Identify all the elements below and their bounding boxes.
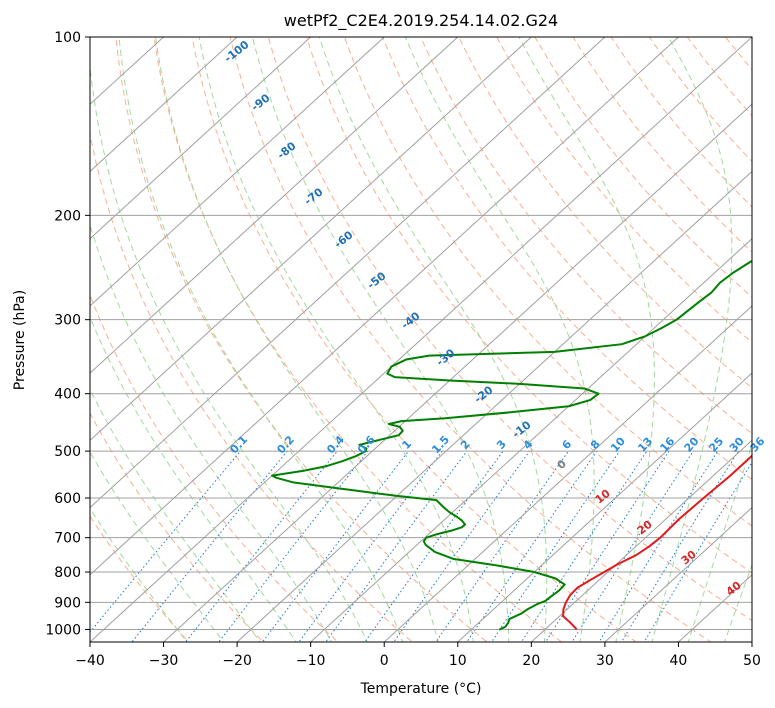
moist-adiabat-line bbox=[518, 37, 655, 642]
dry-adiabat-line bbox=[496, 37, 752, 344]
x-tick-label: 20 bbox=[522, 653, 540, 669]
moist-adiabat-line bbox=[757, 0, 775, 654]
isotherm-line bbox=[90, 37, 752, 642]
isotherm-line bbox=[90, 37, 679, 576]
moist-adiabat-line bbox=[687, 442, 752, 642]
dry-adiabat-line bbox=[90, 293, 339, 642]
temperature-profile-line bbox=[562, 454, 752, 631]
isotherm-line bbox=[90, 37, 238, 173]
y-tick-label: 200 bbox=[54, 208, 81, 224]
moist-adiabat-line bbox=[155, 37, 439, 642]
isotherm-line bbox=[751, 641, 752, 642]
plot-frame bbox=[89, 36, 753, 643]
axis-ticks: −40 −30 −20 −10 0 10 20 30 40 50 1000 900 800 700 600 5… bbox=[45, 30, 761, 669]
isotherm-line bbox=[90, 37, 312, 240]
isotherm-line bbox=[457, 372, 752, 642]
dry-adiabat-line bbox=[267, 37, 752, 622]
x-tick-label: −10 bbox=[296, 653, 326, 669]
dry-adiabat-line bbox=[153, 37, 563, 642]
x-tick-label: 40 bbox=[670, 653, 688, 669]
x-tick-label: −40 bbox=[75, 653, 105, 669]
x-tick-label: −20 bbox=[222, 653, 252, 669]
x-tick-label: 50 bbox=[743, 653, 761, 669]
dry-adiabat-line bbox=[458, 37, 752, 389]
y-tick-label: 300 bbox=[54, 313, 81, 329]
dry-adiabat-line bbox=[305, 37, 752, 574]
moist-adiabat-line bbox=[318, 37, 548, 642]
isotherm-line bbox=[90, 37, 532, 442]
x-axis-label: Temperature (°C) bbox=[360, 681, 482, 697]
isotherm-line bbox=[236, 170, 752, 642]
moist-adiabat-line bbox=[118, 37, 404, 642]
moist-adiabat-line bbox=[651, 37, 733, 642]
chart-title: wetPf2_C2E4.2019.254.14.02.G24 bbox=[284, 11, 558, 31]
isotherm-line bbox=[90, 37, 606, 509]
dry-adiabat-line bbox=[229, 37, 712, 642]
isotherm-line bbox=[530, 439, 752, 642]
moist-adiabat-line bbox=[90, 451, 225, 642]
dewpoint-profile-line bbox=[271, 259, 752, 631]
dry-adiabat-line bbox=[191, 37, 638, 642]
dry-adiabat-line bbox=[115, 37, 488, 642]
y-tick-label: 400 bbox=[54, 387, 81, 403]
x-tick-label: 30 bbox=[596, 653, 614, 669]
isotherm-line bbox=[90, 37, 459, 374]
dry-adiabat-line bbox=[420, 37, 752, 435]
isotherm-line bbox=[90, 37, 385, 307]
isotherm-line bbox=[163, 103, 752, 642]
isotherm-line bbox=[383, 305, 752, 642]
moist-adiabat-line bbox=[90, 315, 297, 642]
x-tick-label: −30 bbox=[149, 653, 179, 669]
dry-adiabat-line bbox=[90, 412, 264, 642]
profile-curves bbox=[271, 259, 752, 631]
moist-adiabat-line bbox=[90, 388, 261, 642]
y-tick-label: 800 bbox=[54, 565, 81, 581]
dry-adiabat-line bbox=[343, 37, 752, 527]
y-tick-label: 900 bbox=[54, 595, 81, 611]
moist-adiabat-line bbox=[90, 61, 368, 642]
isotherm-line bbox=[310, 237, 752, 642]
moist-adiabat-line bbox=[90, 507, 188, 642]
y-tick-label: 1000 bbox=[45, 622, 81, 638]
moist-adiabat-line bbox=[724, 563, 752, 642]
moist-adiabat-line bbox=[251, 37, 510, 642]
x-tick-label: 0 bbox=[380, 653, 389, 669]
y-axis-label: Pressure (hPa) bbox=[12, 290, 28, 390]
y-tick-label: 700 bbox=[54, 531, 81, 547]
isotherm-line bbox=[604, 506, 752, 642]
dry-adiabat-line bbox=[90, 131, 414, 642]
y-tick-label: 600 bbox=[54, 491, 81, 507]
moist-adiabat-line bbox=[198, 37, 474, 642]
y-tick-label: 100 bbox=[54, 30, 81, 46]
x-tick-label: 10 bbox=[449, 653, 467, 669]
y-tick-label: 500 bbox=[54, 444, 81, 460]
